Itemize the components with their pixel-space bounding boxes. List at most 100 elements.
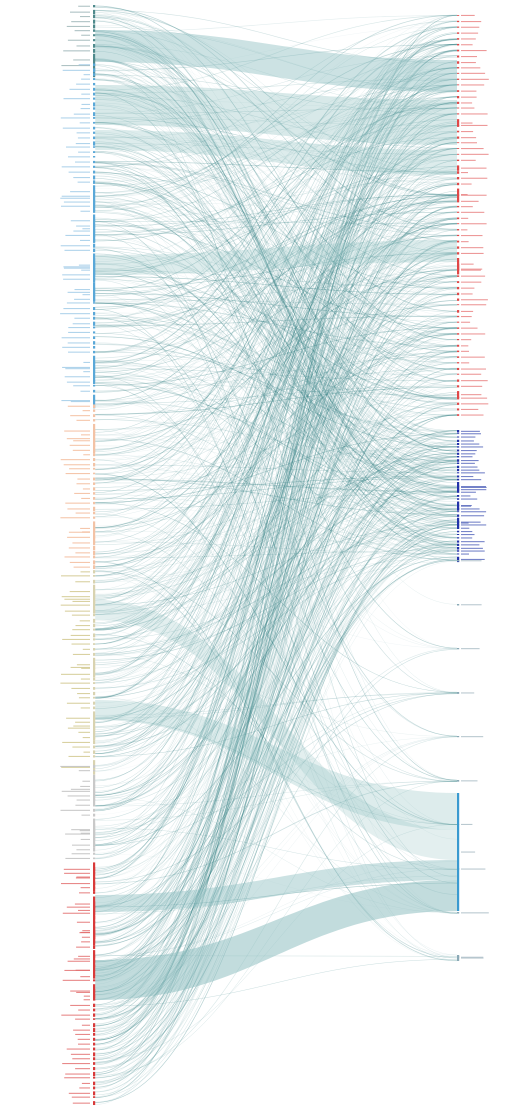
flow-line: [95, 167, 458, 649]
flow-line: [95, 255, 458, 357]
right-node-label-mark: [461, 505, 471, 507]
left-node-label-mark: [60, 682, 90, 684]
flow-line: [95, 122, 458, 754]
left-node-label-mark: [68, 547, 90, 549]
flow-line: [95, 302, 458, 347]
flow-line: [95, 507, 458, 581]
flow-line: [95, 212, 458, 466]
left-node-bar: [93, 107, 96, 110]
left-node-bar: [93, 838, 96, 841]
flow-line: [95, 133, 458, 399]
left-node-bar: [93, 384, 96, 387]
flow-line: [95, 385, 458, 404]
left-node-label-mark: [61, 575, 90, 577]
left-node-bar: [93, 565, 96, 569]
left-node-label-mark: [63, 266, 90, 268]
flow-line: [95, 150, 458, 524]
flow-line: [95, 487, 458, 704]
left-node-bar: [93, 78, 96, 81]
flow-line: [95, 252, 458, 289]
left-node-bar: [93, 1081, 96, 1086]
left-node-bar: [93, 282, 96, 302]
left-node-label-mark: [70, 1004, 90, 1006]
right-node-label-mark: [461, 321, 471, 323]
flow-line: [95, 268, 458, 567]
flow-line: [95, 304, 458, 568]
left-node-bar: [93, 92, 96, 96]
flow-line: [95, 316, 458, 681]
flow-line: [95, 117, 458, 126]
left-node-label-mark: [61, 195, 90, 197]
right-node-bar: [457, 362, 460, 364]
flow-line: [95, 235, 458, 583]
left-node-bar: [93, 911, 96, 916]
flow-line: [95, 303, 458, 441]
flow-line: [95, 89, 458, 335]
flow-line: [95, 79, 458, 225]
flow-line: [95, 72, 458, 153]
left-node-label-mark: [61, 883, 90, 885]
left-node-label-mark: [75, 581, 90, 583]
left-node-bar: [93, 1003, 96, 1008]
left-node-bar: [93, 735, 96, 740]
left-node-label-mark: [76, 225, 90, 227]
flow-line: [95, 692, 458, 757]
flow-line: [95, 275, 458, 645]
flow-line: [95, 206, 458, 445]
flow-line: [95, 302, 458, 517]
flow-line: [95, 372, 458, 507]
flow-line: [95, 50, 458, 978]
left-node-bar: [93, 350, 96, 354]
flow-line: [95, 350, 458, 1093]
left-node-label-mark: [78, 770, 90, 772]
flow-line: [95, 490, 458, 971]
flow-line: [95, 113, 458, 879]
left-node-bar: [93, 1018, 96, 1020]
flow-line: [95, 527, 458, 1070]
left-node-label-mark: [80, 16, 90, 18]
left-node-bar: [93, 409, 96, 412]
flow-line: [95, 269, 458, 752]
left-node-bar: [93, 945, 96, 949]
flow-line: [95, 67, 458, 354]
left-node-label-mark: [70, 1053, 90, 1055]
left-node-label-mark: [61, 400, 90, 402]
left-node-bar: [93, 560, 96, 565]
left-node-label-mark: [76, 849, 90, 851]
flow-line: [95, 223, 458, 860]
left-node-label-mark: [60, 809, 90, 811]
flow-line: [95, 183, 458, 400]
left-node-bar: [93, 146, 96, 148]
flow-line: [95, 64, 458, 510]
flow-line: [95, 410, 458, 613]
flow-line: [95, 38, 458, 320]
flow-line: [95, 147, 458, 599]
left-node-label-mark: [75, 1033, 90, 1035]
flow-line: [95, 333, 458, 472]
flow-line: [95, 136, 458, 184]
flow-line: [95, 182, 458, 400]
left-node-bar: [93, 165, 96, 168]
flow-line: [95, 142, 458, 553]
left-node-bar: [93, 550, 96, 555]
flow-line: [95, 26, 458, 354]
flow-line: [95, 154, 458, 529]
left-node-bar: [93, 1096, 96, 1098]
right-node-bar: [457, 524, 460, 526]
left-node-label-mark: [68, 331, 90, 333]
left-node-label-mark: [80, 678, 90, 680]
left-node-label-mark: [81, 1024, 90, 1026]
flow-line: [95, 102, 458, 597]
flow-line: [95, 517, 458, 548]
right-node-label-mark: [461, 912, 489, 914]
left-node-label-mark: [60, 313, 90, 315]
right-node-bar: [457, 350, 460, 353]
flow-line: [95, 30, 458, 435]
flow-line: [95, 90, 458, 500]
left-node-label-mark: [62, 741, 90, 743]
flow-line: [95, 287, 458, 527]
flow-line: [95, 382, 458, 396]
left-node-label-mark: [68, 327, 90, 329]
right-node-label-mark: [461, 462, 475, 464]
flow-line: [95, 136, 458, 535]
